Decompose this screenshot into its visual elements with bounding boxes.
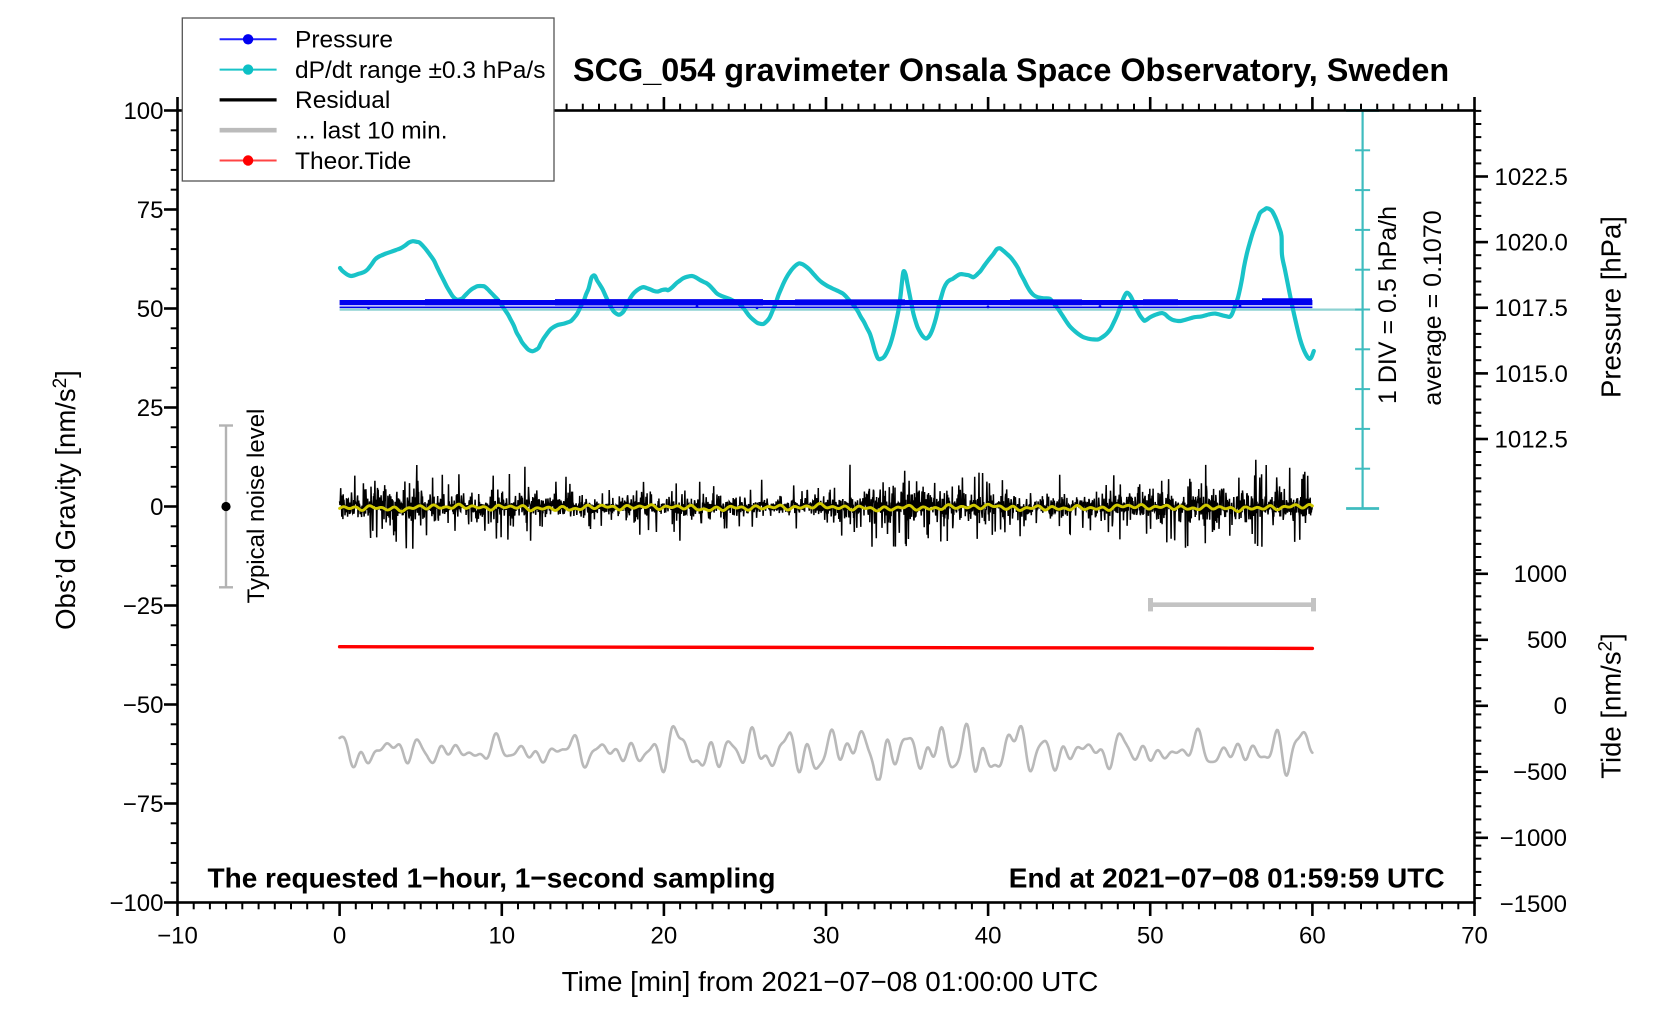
- svg-text:40: 40: [975, 922, 1002, 949]
- svg-text:Obs’d Gravity [nm/s2]: Obs’d Gravity [nm/s2]: [50, 370, 81, 630]
- svg-text:1022.5: 1022.5: [1495, 164, 1568, 191]
- svg-text:75: 75: [137, 197, 164, 224]
- svg-text:dP/dt range ±0.3 hPa/s: dP/dt range ±0.3 hPa/s: [295, 57, 545, 84]
- svg-text:End at 2021−07−08 01:59:59 UTC: End at 2021−07−08 01:59:59 UTC: [1009, 863, 1445, 894]
- svg-text:10: 10: [488, 922, 515, 949]
- svg-text:−25: −25: [123, 593, 164, 620]
- svg-text:50: 50: [137, 296, 164, 323]
- svg-text:−100: −100: [109, 890, 163, 917]
- svg-text:60: 60: [1299, 922, 1326, 949]
- svg-text:500: 500: [1527, 627, 1567, 654]
- svg-text:50: 50: [1137, 922, 1164, 949]
- svg-text:−50: −50: [123, 692, 164, 719]
- svg-text:−75: −75: [123, 791, 164, 818]
- svg-text:SCG_054 gravimeter Onsala Spac: SCG_054 gravimeter Onsala Space Observat…: [573, 52, 1449, 88]
- svg-text:Pressure [hPa]: Pressure [hPa]: [1596, 216, 1627, 398]
- svg-text:Pressure: Pressure: [295, 27, 393, 54]
- svg-text:average = 0.1070: average = 0.1070: [1419, 210, 1447, 405]
- svg-text:30: 30: [813, 922, 840, 949]
- svg-text:0: 0: [150, 494, 163, 521]
- svg-text:20: 20: [651, 922, 678, 949]
- svg-text:1012.5: 1012.5: [1495, 426, 1568, 453]
- svg-text:−500: −500: [1513, 759, 1567, 786]
- svg-text:100: 100: [123, 98, 163, 125]
- svg-text:Tide [nm/s2]: Tide [nm/s2]: [1596, 633, 1627, 779]
- svg-text:−10: −10: [157, 922, 198, 949]
- svg-text:0: 0: [1554, 693, 1567, 720]
- svg-text:... last 10 min.: ... last 10 min.: [295, 118, 448, 145]
- svg-text:1 DIV = 0.5 hPa/h: 1 DIV = 0.5 hPa/h: [1374, 206, 1402, 404]
- svg-text:1017.5: 1017.5: [1495, 295, 1568, 322]
- svg-text:25: 25: [137, 395, 164, 422]
- svg-text:Typical noise level: Typical noise level: [243, 409, 270, 604]
- svg-text:The requested 1−hour, 1−second: The requested 1−hour, 1−second sampling: [208, 863, 776, 894]
- svg-text:1015.0: 1015.0: [1495, 361, 1568, 388]
- svg-text:Residual: Residual: [295, 87, 390, 114]
- svg-text:70: 70: [1461, 922, 1488, 949]
- svg-text:1000: 1000: [1514, 561, 1567, 588]
- svg-text:−1500: −1500: [1500, 891, 1567, 918]
- svg-text:0: 0: [333, 922, 346, 949]
- svg-text:Theor.Tide: Theor.Tide: [295, 148, 411, 175]
- svg-text:Time [min] from 2021−07−08 01:: Time [min] from 2021−07−08 01:00:00 UTC: [562, 966, 1099, 997]
- svg-text:−1000: −1000: [1500, 825, 1567, 852]
- svg-text:1020.0: 1020.0: [1495, 230, 1568, 257]
